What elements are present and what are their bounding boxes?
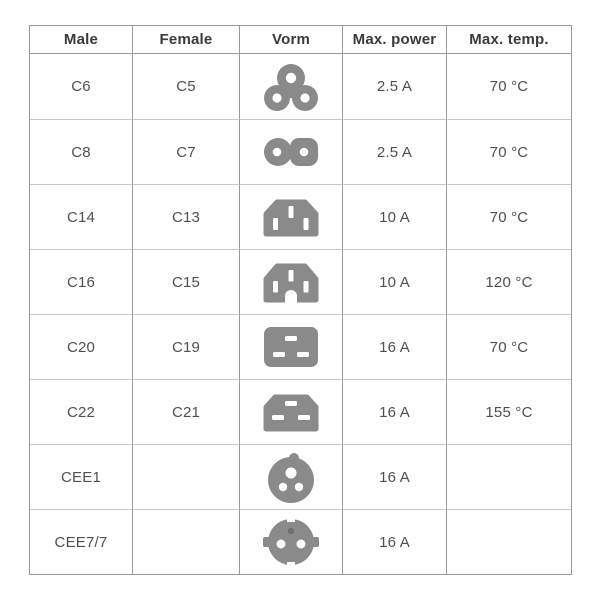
cell-max-temp: 70 °C [489,78,529,95]
cell-female [133,509,240,574]
cell-female: C21 [133,379,240,444]
c21-connector-icon [261,391,321,433]
c13-connector-icon [261,196,321,238]
cell-vorm [240,184,343,249]
cell-max-temp [447,509,571,574]
cell-female: C5 [133,54,240,119]
header-vorm: Vorm [240,26,343,54]
cell-male: C22 [30,379,133,444]
cell-max-temp: 70 °C [447,119,571,184]
cell-vorm [240,509,343,574]
cell-max-temp: 70 °C [447,184,571,249]
c19-connector-icon [262,325,320,369]
cell-female: C7 [133,119,240,184]
cell-male: CEE1 [30,444,133,509]
cell-max-power: 16 A [343,314,447,379]
cell-max-power: 16 A [343,444,447,509]
c7-figure-eight-connector-icon [263,136,319,168]
cell-max-power: 10 A [343,184,447,249]
cell-max-power: 16 A [343,509,447,574]
cee1-round-connector-icon [265,450,317,504]
header-max-power: Max. power [343,26,447,54]
cell-max-temp [447,444,571,509]
cell-female: C15 [133,249,240,314]
cell-vorm [240,249,343,314]
cell-max-power: 10 A [343,249,447,314]
cell-max-temp: 120 °C [447,249,571,314]
cell-max-power: 2.5 A [343,119,447,184]
cell-vorm [240,119,343,184]
cell-female: C19 [133,314,240,379]
cell-max-temp: 70 °C [447,314,571,379]
cell-vorm [240,54,343,119]
cell-max-power: 2.5 A [343,54,447,119]
cell-male: C16 [30,249,133,314]
cell-vorm [240,379,343,444]
c5-cloverleaf-connector-icon [263,62,319,112]
header-male: Male [30,26,133,54]
connector-table: Male Female Vorm Max. power Max. temp. C… [29,25,572,575]
c15-notched-connector-icon [261,260,321,304]
cell-female: C13 [133,184,240,249]
cell-male: C20 [30,314,133,379]
cee77-schuko-connector-icon [260,514,322,570]
header-female: Female [133,26,240,54]
cell-male: C14 [30,184,133,249]
cell-male: CEE7/7 [30,509,133,574]
cell-male: C8 [30,119,133,184]
cell-max-temp: 155 °C [447,379,571,444]
cell-max-power: 16 A [343,379,447,444]
cell-vorm [240,444,343,509]
cell-vorm [240,314,343,379]
cell-male: C6 [30,54,133,119]
cell-female [133,444,240,509]
header-max-temp: Max. temp. [447,26,571,54]
